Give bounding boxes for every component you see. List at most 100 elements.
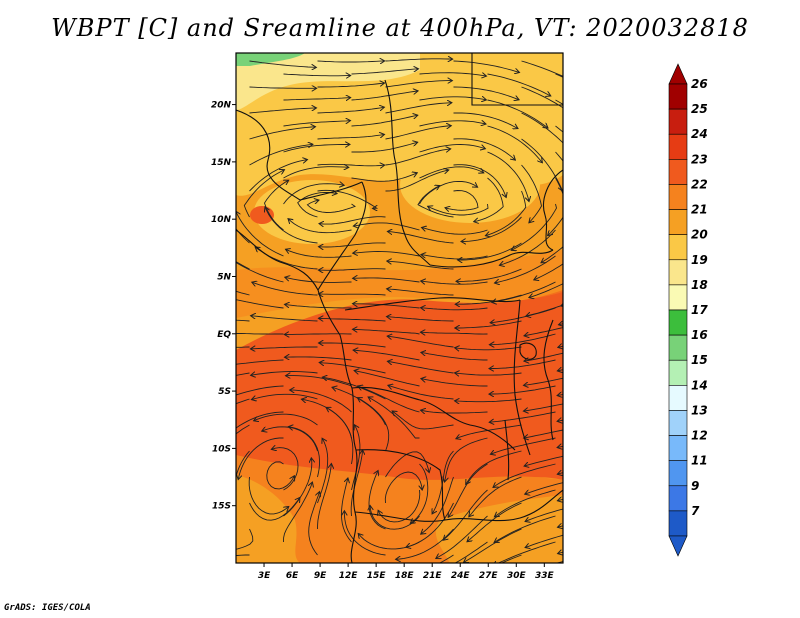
colorbar-label: 22	[691, 177, 708, 191]
streamline	[493, 463, 556, 487]
x-tick-label: 3E	[258, 571, 271, 581]
streamline	[534, 263, 563, 280]
streamline	[489, 411, 556, 422]
streamline	[541, 246, 563, 263]
lake-victoria	[519, 342, 537, 360]
streamline	[487, 99, 549, 128]
x-tick-label: 21E	[423, 571, 443, 581]
streamline	[285, 357, 352, 361]
streamline	[485, 190, 527, 236]
streamline	[290, 390, 352, 413]
streamline	[326, 407, 354, 465]
streamline	[238, 437, 284, 480]
border-nigeria-cameroon	[317, 181, 367, 291]
streamline	[308, 492, 320, 556]
border-south-sudan	[429, 249, 554, 268]
streamline	[385, 59, 453, 61]
streamline	[317, 164, 385, 166]
streamline	[344, 511, 386, 556]
streamline	[357, 398, 390, 452]
streamline	[490, 437, 556, 454]
streamline	[525, 534, 563, 548]
streamline	[243, 170, 284, 218]
colorbar-label: 18	[691, 278, 708, 292]
x-tick-label: 30E	[507, 571, 527, 581]
streamline	[387, 317, 454, 322]
streamline	[474, 177, 504, 222]
streamline	[419, 72, 487, 76]
streamline	[385, 126, 452, 140]
streamline	[252, 282, 318, 296]
streamline	[251, 371, 318, 376]
streamline	[461, 216, 522, 242]
colorbar-swatch	[668, 359, 688, 386]
streamline	[368, 397, 420, 439]
streamline	[236, 290, 250, 296]
streamline	[353, 350, 420, 361]
streamline	[385, 170, 449, 192]
colorbar-swatch	[668, 410, 688, 436]
streamline	[455, 347, 522, 350]
streamline	[489, 385, 556, 394]
streamline	[419, 97, 487, 100]
field-eddy-east	[400, 147, 540, 223]
streamline	[319, 363, 386, 374]
streamline	[525, 482, 563, 494]
streamline	[500, 554, 522, 563]
streamline	[524, 352, 563, 361]
streamline	[251, 393, 318, 399]
streamline	[557, 386, 563, 396]
x-tick-label: 6E	[286, 571, 299, 581]
x-tick-label: 9E	[314, 571, 327, 581]
colorbar: 26 25 24 23 22 21 20 19 18 17 16 15 14 13 12 11 9 7	[668, 63, 708, 557]
streamline	[438, 554, 454, 563]
streamline	[421, 281, 488, 284]
y-tick-label: 15S	[212, 502, 231, 512]
colorbar-swatch	[668, 184, 688, 210]
streamline	[455, 399, 522, 402]
streamline	[419, 180, 478, 205]
streamline	[317, 107, 385, 114]
streamline	[385, 81, 453, 88]
border-libya-egypt	[471, 53, 563, 106]
border-west-sahel	[236, 109, 363, 201]
colorbar-label: 13	[691, 403, 708, 417]
streamline	[487, 125, 543, 163]
streamline	[590, 87, 650, 116]
streamline	[454, 541, 488, 563]
streamline	[453, 86, 520, 100]
streamline	[419, 166, 484, 179]
streamline	[351, 91, 419, 101]
streamline	[236, 261, 250, 270]
streamline	[388, 385, 454, 400]
streamline	[570, 230, 623, 271]
lake-tanganyika	[504, 419, 510, 481]
streamline	[524, 327, 563, 336]
streamline	[458, 242, 522, 260]
streamline	[453, 164, 507, 198]
streamline	[590, 139, 639, 185]
streamline	[236, 299, 284, 309]
streamline	[499, 229, 556, 265]
coastline-west-africa	[236, 229, 358, 563]
streamline	[590, 165, 622, 219]
streamline	[322, 377, 386, 400]
streamline	[396, 528, 454, 559]
streamline	[521, 86, 563, 109]
border-chad-sudan	[384, 79, 431, 266]
streamline	[448, 463, 488, 517]
streamline	[428, 203, 489, 216]
streamline	[236, 398, 250, 405]
streamline	[525, 508, 563, 522]
streamline	[453, 112, 519, 129]
streamline	[236, 211, 284, 257]
streamline	[354, 371, 420, 387]
border-drc-south	[351, 386, 516, 451]
streamline	[417, 186, 454, 218]
streamline	[419, 121, 487, 127]
streamline	[384, 471, 422, 504]
colorbar-label: 21	[691, 203, 708, 217]
colorbar-swatch	[668, 460, 688, 487]
x-tick-label: 18E	[395, 571, 415, 581]
